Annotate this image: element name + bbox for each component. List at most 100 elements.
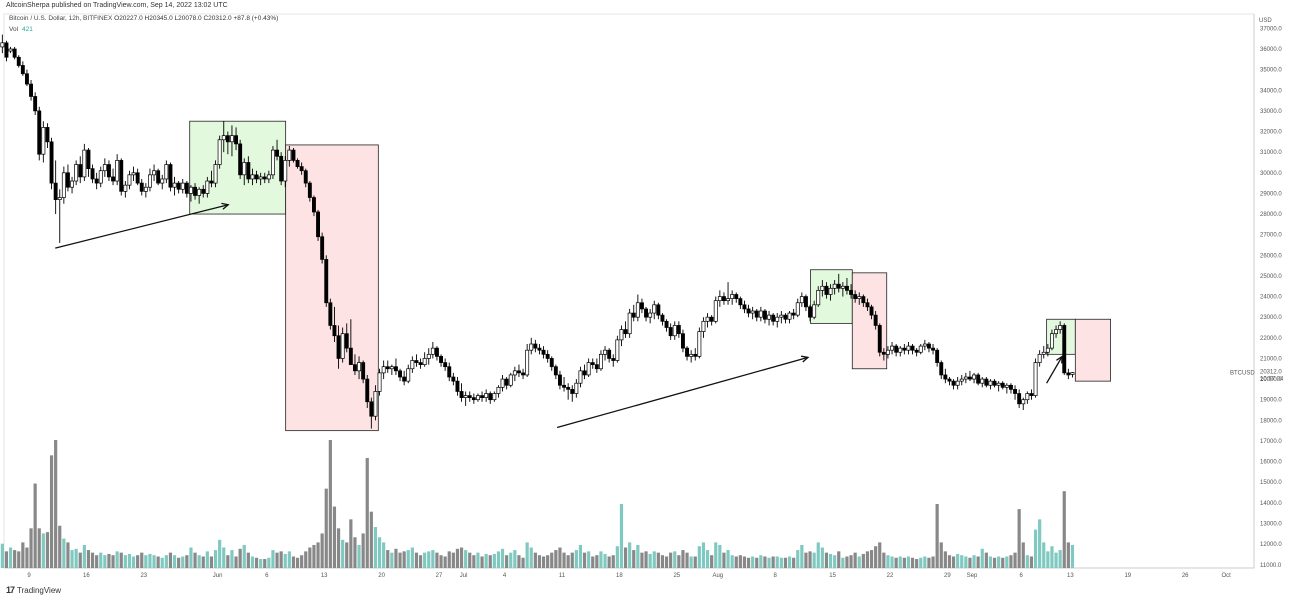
volume-bar bbox=[623, 547, 628, 568]
trend-arrow-line[interactable] bbox=[55, 204, 229, 249]
volume-bar bbox=[365, 457, 369, 568]
candle-body bbox=[57, 197, 62, 200]
candle-body bbox=[648, 312, 653, 318]
candle-body bbox=[849, 290, 854, 295]
volume-bar bbox=[669, 552, 673, 568]
candle-body bbox=[832, 283, 837, 289]
candle-body bbox=[234, 135, 238, 145]
volume-bar bbox=[951, 556, 956, 568]
candle-body bbox=[213, 164, 218, 184]
last-price-label: 20312.0 bbox=[1260, 370, 1282, 376]
candle-body bbox=[135, 172, 140, 184]
volume-label[interactable]: Vol bbox=[9, 26, 19, 33]
candle-body bbox=[529, 343, 534, 351]
candle-body bbox=[939, 362, 944, 376]
volume-bar bbox=[722, 552, 726, 568]
volume-bar bbox=[521, 557, 525, 568]
candle-body bbox=[861, 296, 866, 304]
candle-body bbox=[754, 310, 759, 318]
volume-bar bbox=[205, 551, 209, 568]
volume-bar bbox=[820, 547, 824, 568]
volume-bar bbox=[947, 555, 952, 568]
volume-bar bbox=[304, 551, 308, 568]
candle-body bbox=[33, 96, 38, 112]
volume-bar bbox=[263, 559, 267, 568]
red-zone-box[interactable] bbox=[285, 144, 379, 432]
candle-body bbox=[172, 182, 177, 188]
volume-bar bbox=[332, 506, 337, 568]
volume-bar bbox=[271, 550, 275, 568]
candle-body bbox=[324, 259, 329, 304]
candle-body bbox=[279, 155, 284, 182]
volume-bar bbox=[841, 557, 845, 568]
volume-bar bbox=[177, 557, 181, 568]
candle-body bbox=[512, 370, 517, 376]
volume-bar bbox=[484, 553, 488, 568]
volume-bar bbox=[136, 555, 140, 568]
candle-body bbox=[74, 164, 79, 182]
volume-info-line: Vol 421 bbox=[9, 26, 33, 33]
candle-body bbox=[447, 366, 452, 378]
candle-body bbox=[742, 304, 747, 310]
arrow-head-icon bbox=[800, 355, 810, 363]
volume-bar bbox=[70, 550, 74, 568]
candle-body bbox=[65, 172, 70, 188]
candle-body bbox=[275, 149, 280, 157]
candle-body bbox=[451, 376, 456, 382]
time-tick-label: 18 bbox=[616, 573, 623, 579]
candle-body bbox=[984, 378, 989, 386]
candle-body bbox=[603, 349, 608, 355]
volume-bar bbox=[1054, 552, 1058, 568]
candle-body bbox=[471, 397, 476, 401]
candle-body bbox=[1013, 389, 1018, 394]
volume-bar bbox=[919, 557, 923, 568]
candle-body bbox=[963, 376, 968, 380]
symbol-name[interactable]: Bitcoin / U.S. Dollar, 12h, BITFINEX bbox=[9, 15, 113, 22]
volume-bar bbox=[8, 547, 13, 568]
symbol-info-line: Bitcoin / U.S. Dollar, 12h, BITFINEX O20… bbox=[9, 15, 278, 22]
volume-bar bbox=[341, 539, 345, 568]
candle-body bbox=[164, 164, 169, 180]
candle-body bbox=[98, 170, 103, 184]
volume-bar bbox=[693, 556, 697, 568]
time-tick-label: 29 bbox=[944, 573, 951, 579]
volume-bar bbox=[66, 542, 70, 568]
candle-body bbox=[1049, 333, 1054, 349]
candle-body bbox=[689, 353, 694, 357]
volume-bar bbox=[796, 550, 800, 568]
volume-bar bbox=[1070, 544, 1075, 568]
volume-bar bbox=[353, 537, 357, 568]
volume-bar bbox=[812, 552, 816, 568]
candle-body bbox=[824, 285, 829, 295]
volume-bar bbox=[591, 556, 595, 568]
volume-bar bbox=[882, 552, 886, 568]
volume-bar bbox=[890, 556, 894, 568]
candle-body bbox=[197, 188, 202, 196]
candle-body bbox=[262, 176, 267, 180]
red-zone-box[interactable] bbox=[851, 272, 888, 370]
volume-bar bbox=[746, 557, 751, 568]
red-zone-box[interactable] bbox=[1074, 318, 1111, 382]
volume-bar bbox=[656, 552, 660, 568]
volume-bar bbox=[833, 555, 837, 568]
candle-body bbox=[348, 347, 353, 365]
volume-bar bbox=[377, 537, 382, 568]
candle-body bbox=[566, 386, 571, 390]
candle-body bbox=[594, 364, 599, 370]
volume-bar bbox=[1066, 542, 1070, 568]
candle-body bbox=[385, 366, 390, 370]
trend-arrow-line[interactable] bbox=[1046, 356, 1063, 384]
price-tick-label: 14000.0 bbox=[1260, 501, 1282, 507]
candle-body bbox=[812, 304, 817, 318]
candle-body bbox=[803, 296, 808, 308]
volume-bar bbox=[209, 556, 214, 568]
price-tick-label: 12000.0 bbox=[1260, 542, 1282, 548]
trend-arrow-line[interactable] bbox=[556, 356, 809, 429]
candle-body bbox=[180, 182, 185, 190]
symbol-badge bbox=[1228, 367, 1252, 377]
candle-body bbox=[623, 329, 628, 335]
candle-body bbox=[410, 360, 415, 370]
ohlc-high: H20345.0 bbox=[144, 15, 173, 22]
candle-body bbox=[693, 353, 698, 357]
